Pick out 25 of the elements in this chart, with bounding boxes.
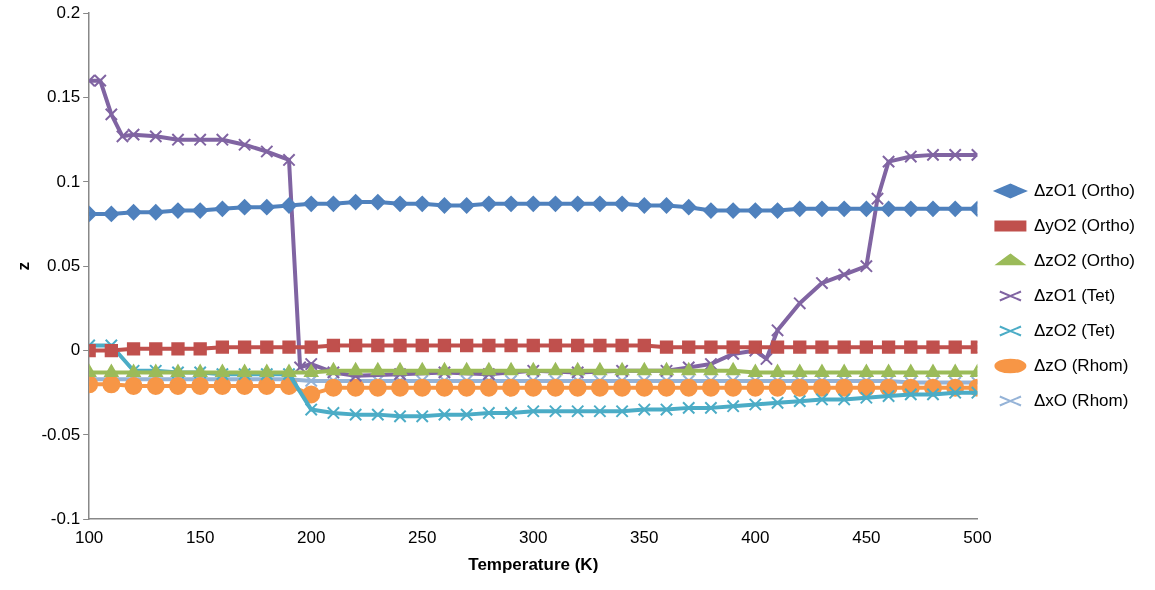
legend-label: ΔzO1 (Tet) bbox=[1033, 285, 1116, 305]
y-tick-label: 0.05 bbox=[47, 255, 81, 275]
legend-label: ΔzO1 (Ortho) bbox=[1033, 180, 1136, 200]
y-tick-label: 0 bbox=[70, 340, 81, 360]
x-tick-label: 350 bbox=[630, 528, 659, 548]
x-tick-label: 100 bbox=[74, 528, 104, 548]
y-tick-label: -0.05 bbox=[41, 424, 81, 444]
y-tick-label: 0.1 bbox=[56, 171, 81, 191]
x-tick-label: 400 bbox=[741, 528, 770, 548]
legend-label: ΔxO (Rhom) bbox=[1033, 390, 1129, 410]
x-tick-label: 500 bbox=[963, 528, 992, 548]
x-tick-label: 200 bbox=[297, 528, 326, 548]
y-tick-label: 0.15 bbox=[47, 87, 81, 107]
x-tick-label: 250 bbox=[408, 528, 437, 548]
x-tick-label: 150 bbox=[185, 528, 215, 548]
x-tick-label: 450 bbox=[852, 528, 881, 548]
y-tick-label: 0.2 bbox=[56, 2, 81, 22]
legend-label: ΔyO2 (Ortho) bbox=[1033, 215, 1136, 235]
legend-label: ΔzO2 (Ortho) bbox=[1033, 250, 1136, 270]
x-axis-title: Temperature (K) bbox=[468, 555, 599, 575]
legend-label: ΔzO2 (Tet) bbox=[1033, 320, 1116, 340]
legend-label: ΔzO (Rhom) bbox=[1033, 355, 1129, 375]
x-tick-label: 300 bbox=[519, 528, 548, 548]
y-tick-label: -0.1 bbox=[50, 508, 81, 528]
y-axis-title: z bbox=[13, 261, 33, 271]
